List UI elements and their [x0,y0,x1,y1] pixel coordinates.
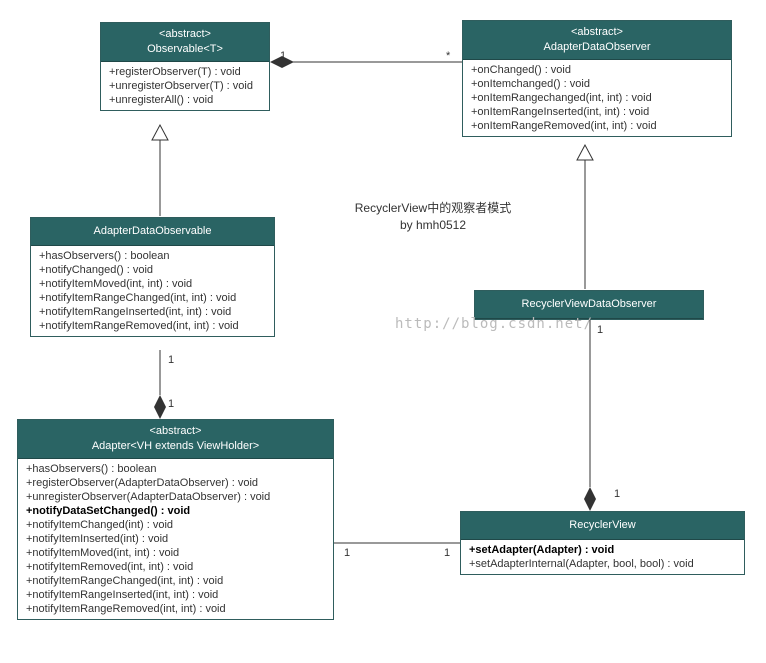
class-header: AdapterDataObservable [31,218,274,246]
class-member: +notifyItemRangeChanged(int, int) : void [31,291,274,305]
multiplicity: 1 [444,547,450,559]
class-member: +notifyItemInserted(int) : void [18,532,333,546]
multiplicity: 1 [168,398,174,410]
class-member: +notifyItemRangeRemoved(int, int) : void [18,602,333,616]
class-member: +registerObserver(AdapterDataObserver) :… [18,476,333,490]
class-member: +notifyDataSetChanged() : void [18,504,333,518]
class-member: +setAdapterInternal(Adapter, bool, bool)… [461,557,744,571]
class-member: +onChanged() : void [463,63,731,77]
class-member: +notifyChanged() : void [31,263,274,277]
class-member: +notifyItemChanged(int) : void [18,518,333,532]
multiplicity: 1 [168,354,174,366]
class-title: RecyclerView [469,518,736,533]
class-header: <abstract> AdapterDataObserver [463,21,731,60]
stereotype: <abstract> [26,424,325,439]
watermark: http://blog.csdn.net/ [395,316,593,332]
edge-observable-adapterdataobserver [270,56,462,68]
class-member: +notifyItemRangeInserted(int, int) : voi… [31,305,274,319]
class-member: +unregisterObserver(AdapterDataObserver)… [18,490,333,504]
class-adapter-data-observable: AdapterDataObservable +hasObservers() : … [30,217,275,337]
class-header: <abstract> Observable<T> [101,23,269,62]
class-member: +notifyItemRemoved(int, int) : void [18,560,333,574]
caption-line1: RecyclerView中的观察者模式 [338,200,528,217]
class-recyclerview: RecyclerView +setAdapter(Adapter) : void… [460,511,745,575]
class-member: +onItemRangechanged(int, int) : void [463,91,731,105]
class-member: +unregisterAll() : void [101,93,269,107]
edge-adapterdataobservable-observable [152,125,168,216]
class-members: +registerObserver(T) : void+unregisterOb… [101,62,269,110]
edge-adapter-adapterdataobservable [154,350,166,419]
class-members: +hasObservers() : boolean+notifyChanged(… [31,246,274,336]
class-header: <abstract> Adapter<VH extends ViewHolder… [18,420,333,459]
class-member: +notifyItemRangeRemoved(int, int) : void [31,319,274,333]
multiplicity: 1 [614,488,620,500]
class-member: +onItemchanged() : void [463,77,731,91]
class-header: RecyclerView [461,512,744,540]
stereotype: <abstract> [471,25,723,40]
class-member: +notifyItemRangeInserted(int, int) : voi… [18,588,333,602]
class-members: +onChanged() : void+onItemchanged() : vo… [463,60,731,136]
class-title: Observable<T> [109,42,261,57]
class-member: +onItemRangeRemoved(int, int) : void [463,119,731,133]
class-adapter-data-observer: <abstract> AdapterDataObserver +onChange… [462,20,732,137]
class-member: +hasObservers() : boolean [18,462,333,476]
class-title: Adapter<VH extends ViewHolder> [26,439,325,454]
class-members: +setAdapter(Adapter) : void+setAdapterIn… [461,540,744,574]
multiplicity: 1 [597,324,603,336]
class-members: +hasObservers() : boolean+registerObserv… [18,459,333,619]
class-member: +notifyItemMoved(int, int) : void [18,546,333,560]
class-member: +setAdapter(Adapter) : void [461,543,744,557]
class-title: AdapterDataObserver [471,40,723,55]
class-member: +notifyItemMoved(int, int) : void [31,277,274,291]
class-member: +unregisterObserver(T) : void [101,79,269,93]
multiplicity: 1 [280,50,286,62]
class-observable: <abstract> Observable<T> +registerObserv… [100,22,270,111]
multiplicity: * [446,50,450,62]
edge-rvdataobserver-adapterdataobserver [577,145,593,289]
class-adapter: <abstract> Adapter<VH extends ViewHolder… [17,419,334,620]
multiplicity: 1 [344,547,350,559]
class-header: RecyclerViewDataObserver [475,291,703,319]
class-member: +registerObserver(T) : void [101,65,269,79]
class-member: +hasObservers() : boolean [31,249,274,263]
class-member: +onItemRangeInserted(int, int) : void [463,105,731,119]
diagram-caption: RecyclerView中的观察者模式 by hmh0512 [338,200,528,234]
stereotype: <abstract> [109,27,261,42]
caption-line2: by hmh0512 [338,217,528,234]
edge-recyclerview-rvdataobserver [584,320,596,511]
class-member: +notifyItemRangeChanged(int, int) : void [18,574,333,588]
class-title: AdapterDataObservable [39,224,266,239]
class-title: RecyclerViewDataObserver [483,297,695,312]
